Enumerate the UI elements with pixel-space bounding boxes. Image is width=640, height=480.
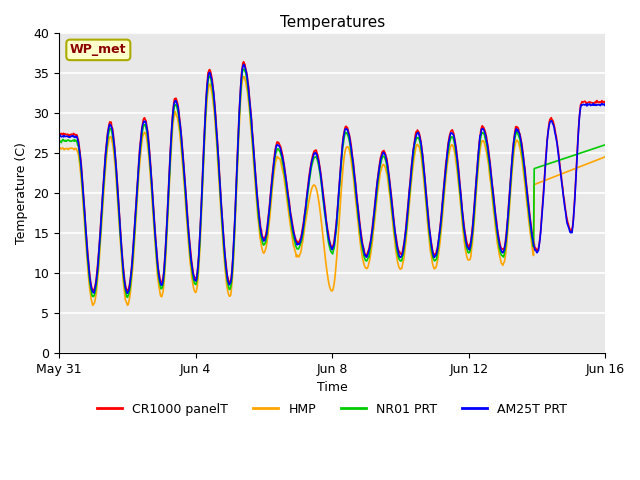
X-axis label: Time: Time — [317, 381, 348, 394]
Y-axis label: Temperature (C): Temperature (C) — [15, 142, 28, 244]
Text: WP_met: WP_met — [70, 43, 127, 56]
Legend: CR1000 panelT, HMP, NR01 PRT, AM25T PRT: CR1000 panelT, HMP, NR01 PRT, AM25T PRT — [93, 398, 572, 420]
Title: Temperatures: Temperatures — [280, 15, 385, 30]
